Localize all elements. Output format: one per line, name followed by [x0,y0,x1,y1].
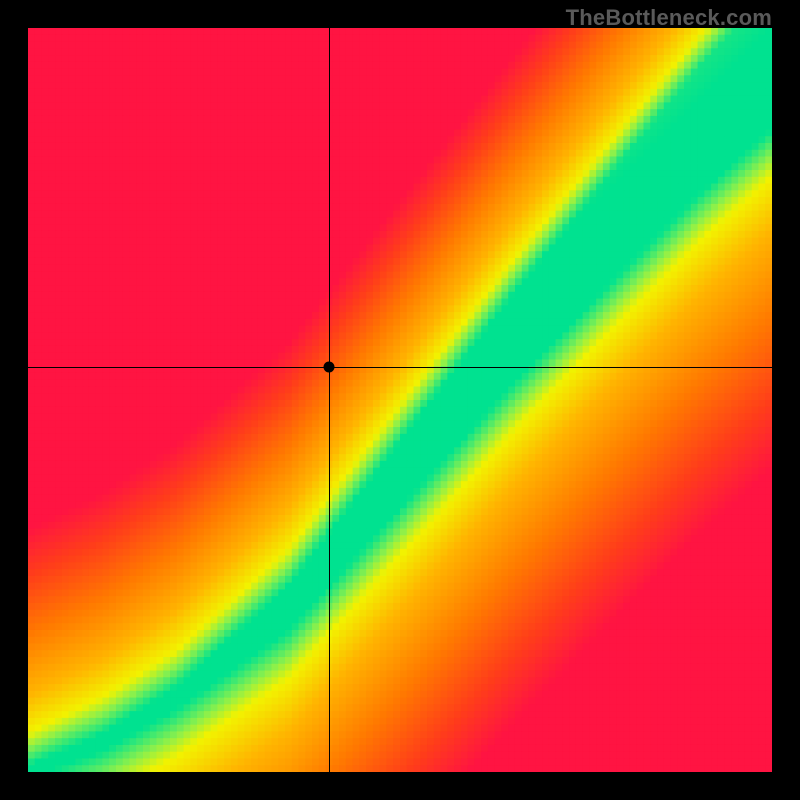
chart-container: TheBottleneck.com [0,0,800,800]
marker-dot [324,361,335,372]
crosshair-vertical [329,28,330,772]
crosshair-horizontal [28,367,772,368]
watermark-text: TheBottleneck.com [566,5,772,31]
plot-area [28,28,772,772]
bottleneck-heatmap [28,28,772,772]
